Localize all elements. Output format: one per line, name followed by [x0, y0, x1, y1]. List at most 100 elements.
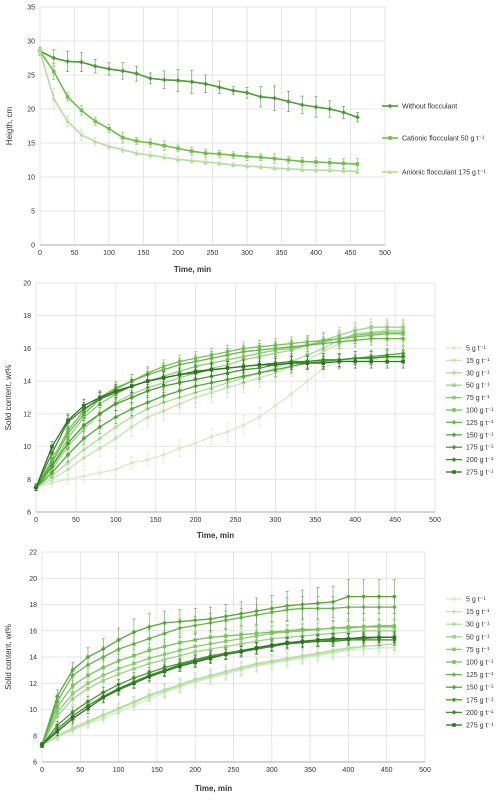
y-tick-label: 22 — [29, 550, 37, 557]
y-tick-label: 18 — [29, 602, 37, 609]
data-point — [65, 59, 70, 64]
legend-swatch-marker — [451, 358, 457, 363]
legend-label: 100 g t⁻¹ — [466, 660, 494, 667]
data-point — [346, 645, 351, 651]
data-point — [54, 693, 60, 699]
x-tick-label: 0 — [38, 250, 42, 257]
x-tick-label: 300 — [241, 250, 253, 257]
x-axis-title: Time, min — [195, 784, 232, 793]
data-point — [145, 457, 151, 463]
data-point — [327, 106, 333, 112]
series-9 — [33, 349, 406, 492]
series-line — [41, 647, 395, 746]
y-tick-label: 14 — [29, 655, 37, 662]
legend-label: 125 g t⁻¹ — [466, 672, 494, 679]
legend-swatch-marker — [451, 609, 457, 614]
legend-swatch-marker — [451, 621, 457, 627]
data-point — [66, 418, 70, 423]
data-point — [241, 422, 246, 428]
data-point — [132, 653, 136, 658]
data-point — [352, 337, 358, 343]
legend-label: 5 g t⁻¹ — [466, 597, 486, 604]
data-point — [129, 395, 135, 400]
series-line — [35, 337, 404, 488]
data-point — [161, 367, 167, 373]
x-tick-label: 100 — [113, 767, 125, 774]
data-point — [100, 646, 106, 652]
data-point — [176, 146, 180, 151]
legend-label: Anionic flocculant 175 g t⁻¹ — [402, 170, 487, 177]
y-tick-label: 12 — [23, 411, 31, 418]
data-point — [315, 627, 320, 632]
data-point — [177, 445, 183, 451]
data-point — [355, 114, 360, 120]
legend-item: 200 g t⁻¹ — [446, 457, 494, 464]
data-point — [55, 730, 60, 734]
data-point — [286, 99, 291, 104]
y-tick-label: 18 — [23, 313, 31, 320]
data-point — [97, 424, 103, 430]
x-tick-label: 500 — [429, 517, 441, 524]
x-tick-label: 450 — [389, 517, 401, 524]
data-point — [192, 617, 198, 623]
data-point — [304, 342, 310, 348]
data-point — [177, 362, 183, 368]
data-point — [209, 367, 214, 372]
x-tick-label: 300 — [270, 517, 282, 524]
legend-swatch-marker — [451, 672, 457, 677]
data-point — [161, 77, 167, 83]
data-point — [254, 646, 259, 650]
legend-swatch-marker — [451, 697, 457, 703]
y-tick-label: 8 — [33, 733, 37, 740]
legend-label: 50 g t⁻¹ — [466, 383, 490, 390]
data-point — [193, 359, 198, 364]
data-point — [37, 48, 43, 53]
data-point — [161, 154, 167, 160]
data-point — [223, 613, 229, 619]
legend-label: 275 g t⁻¹ — [466, 470, 494, 477]
x-axis-title: Time, min — [174, 265, 211, 274]
series-line — [35, 329, 404, 489]
data-point — [65, 94, 70, 99]
series-line — [39, 50, 358, 165]
data-point — [299, 102, 305, 108]
series-11 — [40, 631, 397, 748]
data-point — [177, 388, 183, 394]
data-point — [314, 160, 318, 164]
x-tick-label: 350 — [276, 250, 288, 257]
y-tick-label: 12 — [29, 681, 37, 688]
data-point — [270, 630, 274, 634]
data-point — [259, 155, 263, 160]
data-point — [315, 600, 321, 606]
data-point — [377, 625, 381, 629]
y-tick-label: 20 — [23, 281, 31, 288]
legend-item: 75 g t⁻¹ — [446, 647, 490, 654]
data-point — [70, 725, 76, 731]
y-tick-label: 10 — [29, 707, 37, 714]
series-2 — [38, 48, 360, 170]
legend-swatch-marker — [388, 136, 392, 140]
legend-item: Without flocculant — [382, 104, 457, 111]
data-point — [161, 393, 167, 399]
data-point — [177, 380, 183, 386]
series-11 — [34, 354, 405, 492]
y-tick-label: 5 — [31, 209, 35, 216]
data-point — [93, 119, 97, 124]
legend-swatch-marker — [451, 457, 457, 462]
legend-swatch-marker — [387, 103, 393, 109]
data-point — [203, 81, 208, 87]
series-line — [41, 630, 395, 746]
data-point — [217, 84, 222, 90]
legend-item: Anionic flocculant 175 g t⁻¹ — [382, 170, 487, 177]
data-point — [313, 104, 319, 110]
data-point — [161, 376, 166, 380]
data-point — [116, 659, 121, 663]
y-axis-title: Heigth, cm — [5, 107, 14, 146]
data-point — [86, 706, 90, 710]
data-point — [146, 624, 152, 630]
data-point — [70, 684, 75, 688]
data-point — [113, 414, 119, 420]
data-point — [146, 692, 152, 698]
data-point — [50, 444, 54, 449]
data-point — [51, 96, 57, 101]
